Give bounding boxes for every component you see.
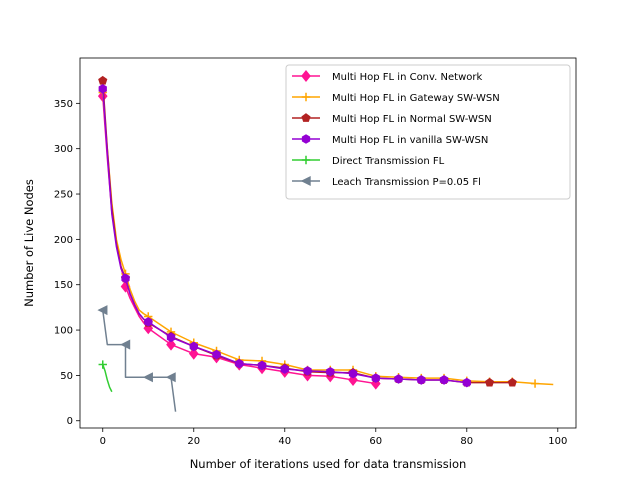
y-axis: 0 50 100 150 200 250 300 350 (54, 99, 80, 427)
data-point (348, 368, 358, 379)
y-tick-label: 300 (54, 144, 73, 155)
x-tick-label: 0 (100, 436, 106, 447)
legend-label: Multi Hop FL in Conv. Network (332, 72, 482, 83)
legend-label: Direct Transmission FL (332, 156, 445, 167)
x-tick-label: 60 (369, 436, 382, 447)
legend-item: Multi Hop FL in Conv. Network (292, 69, 482, 83)
data-point (144, 317, 153, 327)
plot-area (79, 57, 577, 429)
data-point (120, 339, 131, 350)
y-tick-label: 200 (54, 235, 73, 246)
legend-marker (300, 175, 311, 187)
data-point (371, 373, 380, 383)
data-point (98, 360, 107, 369)
series-line (102, 364, 113, 393)
data-point (189, 341, 198, 352)
y-tick-label: 250 (54, 190, 73, 201)
data-point (348, 373, 358, 386)
data-point (257, 360, 267, 371)
legend-marker (301, 113, 311, 122)
data-point (165, 372, 176, 383)
legend-label: Multi Hop FL in vanilla SW-WSN (332, 135, 488, 146)
y-tick-label: 150 (54, 280, 73, 291)
series-6 (97, 305, 177, 412)
y-tick-label: 100 (54, 326, 73, 337)
legend-marker (301, 92, 311, 102)
data-point (530, 379, 540, 388)
x-tick-label: 80 (460, 436, 473, 447)
data-point (507, 377, 517, 387)
data-point (280, 364, 289, 374)
legend-label: Multi Hop FL in Gateway SW-WSN (332, 93, 500, 104)
data-point (166, 332, 176, 343)
legend-item: Leach Transmission P=0.05 Fl (292, 175, 481, 188)
legend-item: Direct Transmission FL (292, 155, 445, 167)
axes-frame (79, 57, 577, 429)
legend-item: Multi Hop FL in Normal SW-WSN (292, 113, 492, 125)
legend-item: Multi Hop FL in vanilla SW-WSN (292, 134, 488, 146)
y-tick-label: 50 (60, 371, 73, 382)
data-point (98, 84, 107, 94)
y-tick-label: 350 (54, 99, 73, 110)
data-point (121, 273, 130, 284)
legend-marker (301, 69, 311, 83)
series-4 (98, 84, 471, 388)
x-axis: 0 20 40 60 80 100 (100, 428, 567, 447)
legend-box (285, 64, 571, 200)
legend-label: Multi Hop FL in Normal SW-WSN (332, 114, 492, 125)
data-point (326, 366, 335, 377)
data-point (166, 338, 176, 351)
legend: Multi Hop FL in Conv. Network Multi Hop F… (285, 64, 571, 200)
x-tick-label: 40 (278, 436, 291, 447)
legend-marker (301, 155, 311, 165)
data-point (417, 375, 426, 385)
data-point (484, 377, 495, 387)
x-tick-label: 20 (187, 436, 200, 447)
legend-item: Multi Hop FL in Gateway SW-WSN (292, 92, 500, 104)
legend-label: Leach Transmission P=0.05 Fl (332, 177, 481, 188)
data-point (394, 374, 403, 384)
data-point (142, 372, 153, 383)
legend-marker (301, 134, 311, 144)
y-tick-label: 0 (67, 416, 73, 427)
series-5 (98, 360, 113, 393)
data-point (303, 366, 312, 376)
data-point (97, 305, 108, 316)
data-point (235, 358, 244, 369)
x-tick-label: 100 (548, 436, 567, 447)
data-point (439, 375, 449, 385)
data-point (462, 377, 471, 388)
x-axis-label: Number of iterations used for data trans… (190, 457, 467, 471)
data-point (212, 349, 221, 360)
series-layer (97, 75, 554, 412)
y-axis-label: Number of Live Nodes (22, 179, 36, 307)
data-point (188, 347, 199, 360)
